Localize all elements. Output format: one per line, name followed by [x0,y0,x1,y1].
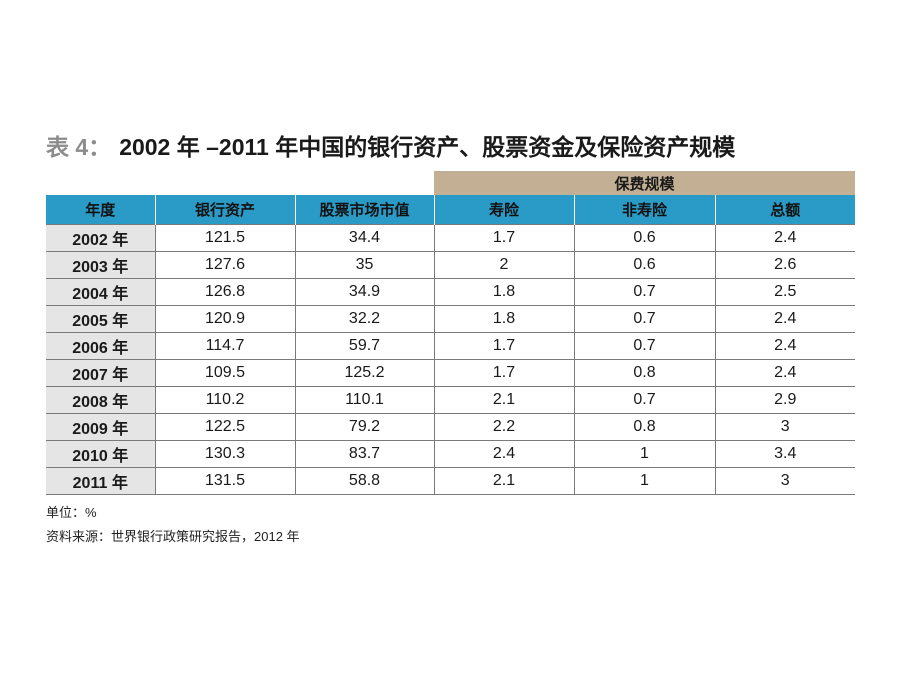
table-cell: 126.8 [154,278,295,306]
table-cell: 130.3 [154,440,295,468]
table-cell: 2.2 [433,413,574,441]
table-cell: 34.4 [294,224,434,252]
table-row: 2003 年 127.6 35 2 0.6 2.6 [46,251,856,279]
table-cell: 79.2 [294,413,434,441]
table-cell: 110.2 [154,386,295,414]
year-cell: 2007 年 [46,359,155,387]
group-header-spacer [46,171,434,195]
table-cell: 0.7 [573,278,715,306]
column-header-row: 年度 银行资产 股票市场市值 寿险 非寿险 总额 [46,195,856,225]
year-cell: 2003 年 [46,251,155,279]
table-cell: 1.7 [433,332,574,360]
table-cell: 0.8 [573,359,715,387]
table-cell: 2.1 [433,467,574,495]
table-cell: 122.5 [154,413,295,441]
table-cell: 58.8 [294,467,434,495]
table-cell: 1 [573,467,715,495]
table-cell: 0.6 [573,251,715,279]
column-header: 年度 [46,195,155,225]
year-cell: 2002 年 [46,224,155,252]
column-header: 总额 [714,195,856,225]
table-cell: 127.6 [154,251,295,279]
year-cell: 2008 年 [46,386,155,414]
table-row: 2008 年 110.2 110.1 2.1 0.7 2.9 [46,386,856,414]
table-row: 2011 年 131.5 58.8 2.1 1 3 [46,467,856,495]
table-cell: 1.8 [433,278,574,306]
table-body: 2002 年 121.5 34.4 1.7 0.6 2.4 2003 年 127.6 35 2 0.… [46,224,856,495]
table-title-text: 2002 年 –2011 年中国的银行资产、股票资金及保险资产规模 [119,134,736,160]
table-row: 2006 年 114.7 59.7 1.7 0.7 2.4 [46,332,856,360]
table-cell: 2.9 [714,386,856,414]
table-cell: 0.7 [573,386,715,414]
table-cell: 2.4 [714,359,856,387]
year-cell: 2009 年 [46,413,155,441]
source-note: 资料来源：世界银行政策研究报告，2012 年 [46,529,300,544]
year-cell: 2005 年 [46,305,155,333]
table-cell: 32.2 [294,305,434,333]
table-cell: 3 [714,413,856,441]
table-row: 2004 年 126.8 34.9 1.8 0.7 2.5 [46,278,856,306]
table-title: 表 4： 2002 年 –2011 年中国的银行资产、股票资金及保险资产规模 [46,128,735,162]
table-cell: 2 [433,251,574,279]
table-number: 表 4： [46,134,112,160]
table-cell: 3.4 [714,440,856,468]
column-header: 非寿险 [573,195,715,225]
column-header: 寿险 [433,195,574,225]
table-cell: 83.7 [294,440,434,468]
group-header-premium: 保费规模 [434,171,856,195]
table-cell: 2.4 [714,305,856,333]
table-row: 2007 年 109.5 125.2 1.7 0.8 2.4 [46,359,856,387]
group-header-row: 保费规模 [46,171,856,195]
table-cell: 1 [573,440,715,468]
table-cell: 0.7 [573,332,715,360]
table-cell: 0.7 [573,305,715,333]
table-cell: 114.7 [154,332,295,360]
table-cell: 2.5 [714,278,856,306]
table-cell: 35 [294,251,434,279]
table-cell: 2.4 [714,332,856,360]
table-cell: 1.8 [433,305,574,333]
table-cell: 110.1 [294,386,434,414]
unit-note: 单位：% [46,505,97,520]
table-cell: 2.6 [714,251,856,279]
table-row: 2010 年 130.3 83.7 2.4 1 3.4 [46,440,856,468]
year-cell: 2011 年 [46,467,155,495]
table-cell: 34.9 [294,278,434,306]
table-cell: 109.5 [154,359,295,387]
year-cell: 2010 年 [46,440,155,468]
table-cell: 1.7 [433,224,574,252]
year-cell: 2004 年 [46,278,155,306]
table-cell: 120.9 [154,305,295,333]
table-cell: 59.7 [294,332,434,360]
table-row: 2005 年 120.9 32.2 1.8 0.7 2.4 [46,305,856,333]
column-header: 股票市场市值 [294,195,434,225]
column-header: 银行资产 [154,195,295,225]
table-row: 2009 年 122.5 79.2 2.2 0.8 3 [46,413,856,441]
table-cell: 121.5 [154,224,295,252]
data-table: 保费规模 年度 银行资产 股票市场市值 寿险 非寿险 总额 2002 年 121.… [46,171,856,495]
table-cell: 0.8 [573,413,715,441]
table-cell: 131.5 [154,467,295,495]
table-cell: 2.4 [714,224,856,252]
table-cell: 1.7 [433,359,574,387]
table-cell: 2.4 [433,440,574,468]
table-row: 2002 年 121.5 34.4 1.7 0.6 2.4 [46,224,856,252]
table-cell: 2.1 [433,386,574,414]
year-cell: 2006 年 [46,332,155,360]
table-cell: 125.2 [294,359,434,387]
table-cell: 3 [714,467,856,495]
table-cell: 0.6 [573,224,715,252]
